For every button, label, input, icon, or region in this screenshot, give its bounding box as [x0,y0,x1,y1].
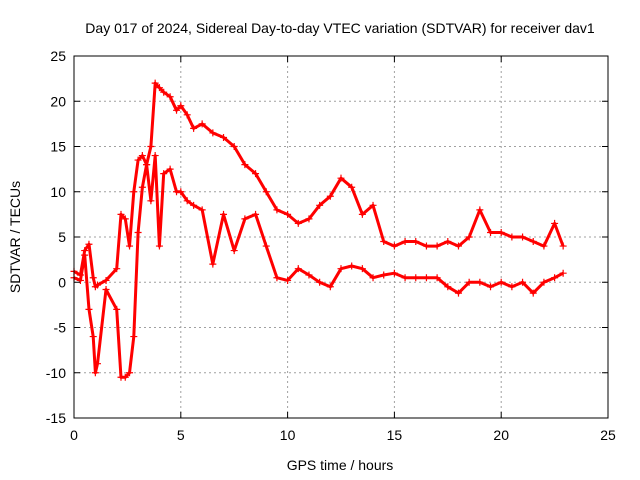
x-tick-label: 25 [600,427,616,443]
y-tick-label: 15 [50,139,66,155]
x-tick-label: 15 [387,427,403,443]
series-band [73,81,565,289]
y-tick-label: 20 [50,93,66,109]
x-axis-label: GPS time / hours [287,457,394,473]
x-tick-label: 5 [177,427,185,443]
y-tick-label: 10 [50,184,66,200]
x-tick-label: 20 [493,427,509,443]
series-band [73,154,564,379]
y-tick-labels: -15 -10 -5 0 5 10 15 20 25 [46,48,66,426]
y-tick-label: 25 [50,48,66,64]
y-axis-label: SDTVAR / TECUs [7,181,23,293]
x-tick-label: 0 [70,427,78,443]
x-tick-label: 10 [280,427,296,443]
y-tick-label: -10 [46,365,66,381]
data-points [70,79,567,381]
chart-title: Day 017 of 2024, Sidereal Day-to-day VTE… [85,20,595,36]
y-tick-label: -5 [54,320,67,336]
axis-ticks [73,55,609,419]
y-tick-label: 5 [58,229,66,245]
y-tick-label: -15 [46,410,66,426]
x-tick-labels: 0 5 10 15 20 25 [70,427,616,443]
y-tick-label: 0 [58,274,66,290]
